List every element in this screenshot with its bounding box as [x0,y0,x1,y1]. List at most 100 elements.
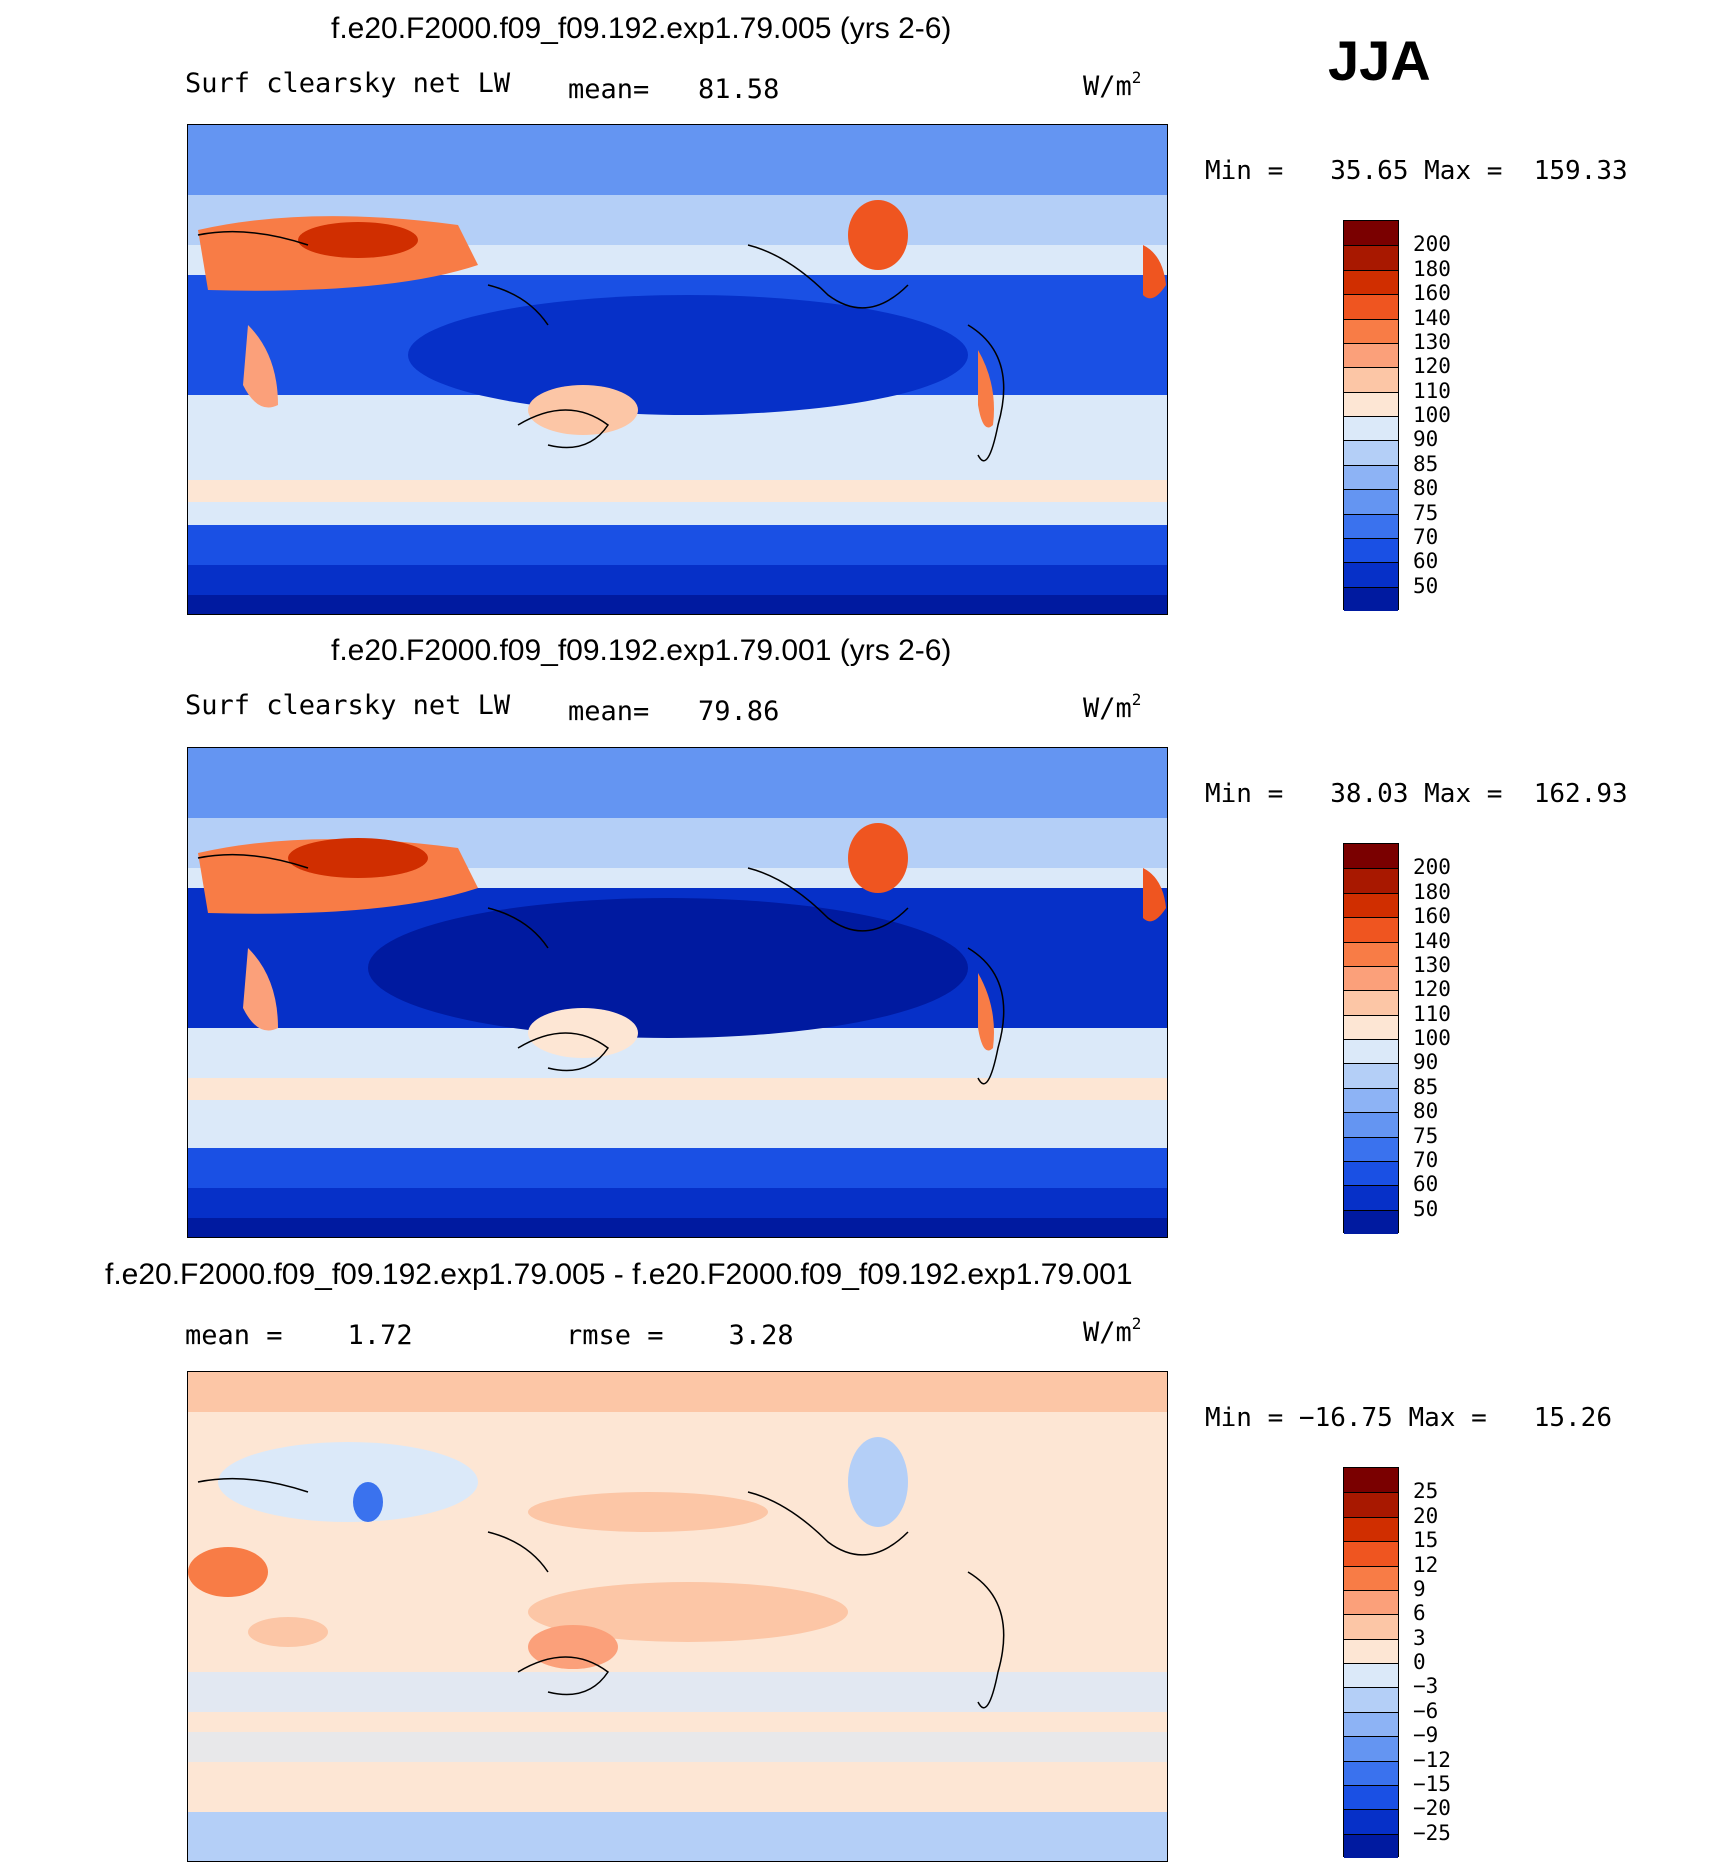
colorbar-tick-label: 80 [1413,1099,1439,1124]
colorbar-swatch [1344,391,1398,416]
colorbar-tick-label: 12 [1413,1552,1439,1577]
colorbar-tick-label: −25 [1413,1820,1451,1845]
colorbar-swatch [1344,1589,1398,1615]
colorbar-tick-label: 3 [1413,1625,1426,1650]
colorbar-swatch [1344,1687,1398,1712]
colorbar-tick-label: 60 [1413,549,1439,574]
colorbar-swatch [1344,537,1398,563]
mean-value: mean= 81.58 [568,74,780,105]
colorbar-swatch [1344,221,1398,246]
colorbar-tick-label: 70 [1413,1147,1439,1172]
colorbar-tick-label: 120 [1413,354,1451,379]
colorbar-tick-label: 100 [1413,1026,1451,1050]
colorbar-swatch [1344,1541,1398,1566]
colorbar-swatch [1344,941,1398,966]
min-max-label: Min = 38.03 Max = 162.93 [1205,779,1628,809]
colorbar-swatch [1344,1833,1398,1858]
colorbar-swatch [1344,844,1398,869]
rmse-value: rmse = 3.28 [566,1320,794,1351]
colorbar-swatch [1344,586,1398,611]
colorbar-tick-label: 110 [1413,378,1451,403]
colorbar-tick-label: 70 [1413,524,1439,549]
colorbar-swatch [1344,1760,1398,1785]
colorbar-tick-label: 90 [1413,1050,1439,1075]
colorbar-swatch [1344,1663,1398,1688]
colorbar-swatch [1344,1492,1398,1517]
colorbar-tick-label: −20 [1413,1796,1451,1821]
colorbar-swatch [1344,513,1398,538]
unit-label: W/m2 [1083,1314,1142,1348]
panel-title: f.e20.F2000.f09_f09.192.exp1.79.001 (yrs… [331,634,952,667]
unit-label: W/m2 [1083,690,1142,724]
colorbar-tick-label: 6 [1413,1601,1426,1626]
variable-label: Surf clearsky net LW [185,690,511,721]
colorbar-swatch [1344,367,1398,392]
colorbar-tick-label: 75 [1413,1123,1439,1148]
colorbar-tick-label: 130 [1413,952,1451,977]
colorbar-swatch [1344,868,1398,893]
colorbar-tick-label: 25 [1413,1479,1439,1504]
colorbar-swatch [1344,1468,1398,1493]
colorbar-tick-label: 100 [1413,403,1451,427]
colorbar-swatches [1343,843,1399,1234]
map-plot [187,124,1168,615]
colorbar-tick-label: 75 [1413,500,1439,525]
colorbar-tick-label: 160 [1413,281,1451,306]
colorbar-swatches [1343,220,1399,611]
colorbar-tick-label: 180 [1413,879,1451,904]
map-field [188,748,1167,1237]
colorbar-tick-label: 20 [1413,1503,1439,1528]
colorbar-swatch [1344,1638,1398,1663]
colorbar-tick-label: 160 [1413,904,1451,929]
colorbar-swatch [1344,294,1398,319]
colorbar-tick-label: −3 [1413,1674,1439,1699]
colorbar-swatch [1344,1039,1398,1064]
colorbar-swatch [1344,342,1398,368]
colorbar-swatch [1344,1736,1398,1761]
colorbar-swatch [1344,1565,1398,1590]
colorbar-tick-label: 60 [1413,1172,1439,1197]
colorbar-tick-label: −6 [1413,1698,1439,1723]
colorbar-tick-label: 80 [1413,476,1439,501]
colorbar-swatch [1344,1136,1398,1161]
panel-title: f.e20.F2000.f09_f09.192.exp1.79.005 (yrs… [331,12,952,45]
colorbar-tick-label: 200 [1413,232,1451,257]
variable-label: Surf clearsky net LW [185,68,511,99]
colorbar-swatch [1344,1160,1398,1186]
colorbar-swatch [1344,1209,1398,1234]
min-max-label: Min = −16.75 Max = 15.26 [1205,1403,1612,1433]
colorbar-tick-label: 200 [1413,855,1451,880]
colorbar-swatch [1344,464,1398,490]
colorbar-tick-label: −9 [1413,1723,1439,1748]
colorbar-tick-label: 130 [1413,329,1451,354]
min-max-label: Min = 35.65 Max = 159.33 [1205,156,1628,186]
colorbar-swatch [1344,917,1398,942]
mean-value: mean= 79.86 [568,696,780,727]
season-label: JJA [1328,29,1431,92]
colorbar-swatch [1344,245,1398,270]
map-plot [187,1371,1168,1862]
colorbar-swatch [1344,965,1398,991]
colorbar-swatch [1344,416,1398,441]
colorbar-swatches [1343,1467,1399,1858]
colorbar-swatch [1344,1809,1398,1834]
unit-label: W/m2 [1083,68,1142,102]
panel-title: f.e20.F2000.f09_f09.192.exp1.79.005 - f.… [105,1258,1133,1291]
colorbar-swatch [1344,1516,1398,1542]
colorbar-swatch [1344,562,1398,587]
map-field [188,1372,1167,1861]
colorbar-tick-label: 180 [1413,256,1451,281]
colorbar-tick-label: 85 [1413,451,1439,476]
map-field [188,125,1167,614]
colorbar-swatch [1344,489,1398,514]
colorbar-swatch [1344,318,1398,343]
colorbar-swatch [1344,892,1398,918]
map-plot [187,747,1168,1238]
colorbar-swatch [1344,1063,1398,1088]
colorbar-swatch [1344,1112,1398,1137]
colorbar-tick-label: −12 [1413,1747,1451,1772]
colorbar-swatch [1344,1784,1398,1810]
colorbar-tick-label: −15 [1413,1771,1451,1796]
colorbar-tick-label: 140 [1413,928,1451,953]
colorbar-swatch [1344,269,1398,295]
